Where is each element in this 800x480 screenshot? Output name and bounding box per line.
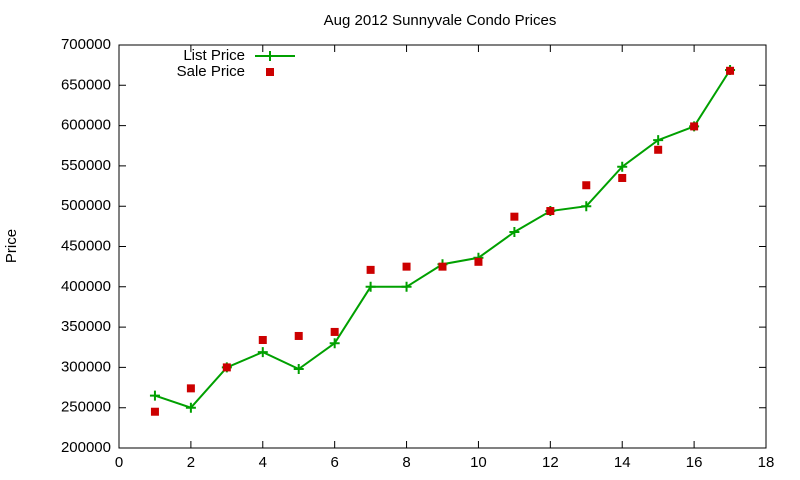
point-marker [149, 390, 160, 401]
x-tick-label: 2 [187, 454, 195, 471]
x-tick-label: 16 [686, 454, 703, 471]
point-marker [330, 327, 339, 336]
y-tick-label: 650000 [61, 76, 111, 93]
x-tick-label: 14 [614, 454, 631, 471]
legend-label: Sale Price [177, 63, 245, 80]
point-marker [581, 201, 592, 212]
point-marker [654, 145, 663, 154]
x-tick-label: 0 [115, 454, 123, 471]
legend-marker [265, 51, 275, 61]
point-marker [509, 226, 520, 237]
point-marker [257, 347, 268, 358]
y-tick-label: 400000 [61, 278, 111, 295]
x-tick-label: 10 [470, 454, 487, 471]
point-marker [582, 181, 591, 190]
point-marker [150, 407, 159, 416]
y-tick-label: 500000 [61, 197, 111, 214]
point-marker [186, 384, 195, 393]
y-tick-label: 300000 [61, 358, 111, 375]
point-marker [293, 364, 304, 375]
point-marker [329, 338, 340, 349]
point-marker [438, 262, 447, 271]
point-marker [618, 173, 627, 182]
series-line [154, 69, 731, 409]
point-marker [690, 122, 699, 131]
point-marker [617, 161, 628, 172]
point-marker [726, 66, 735, 75]
x-tick-label: 12 [542, 454, 559, 471]
point-marker [185, 402, 196, 413]
point-marker [401, 281, 412, 292]
y-tick-label: 350000 [61, 318, 111, 335]
point-marker [546, 207, 555, 216]
point-marker [474, 257, 483, 266]
x-tick-label: 8 [402, 454, 410, 471]
chart-title: Aug 2012 Sunnyvale Condo Prices [324, 12, 557, 29]
point-marker [653, 135, 664, 146]
point-marker [258, 335, 267, 344]
plot-frame [118, 44, 767, 449]
point-marker [365, 281, 376, 292]
y-tick-label: 200000 [61, 439, 111, 456]
y-tick-label: 700000 [61, 36, 111, 53]
point-marker [402, 262, 411, 271]
y-tick-label: 550000 [61, 157, 111, 174]
legend-marker [266, 68, 274, 76]
y-tick-label: 600000 [61, 117, 111, 134]
point-marker [294, 331, 303, 340]
x-tick-label: 18 [758, 454, 775, 471]
y-tick-label: 450000 [61, 237, 111, 254]
x-tick-label: 4 [259, 454, 267, 471]
x-tick-label: 6 [330, 454, 338, 471]
y-tick-label: 250000 [61, 399, 111, 416]
y-axis-label: Price [3, 229, 20, 263]
legend-label: List Price [183, 47, 245, 64]
point-marker [222, 363, 231, 372]
point-marker [510, 212, 519, 221]
point-marker [366, 265, 375, 274]
